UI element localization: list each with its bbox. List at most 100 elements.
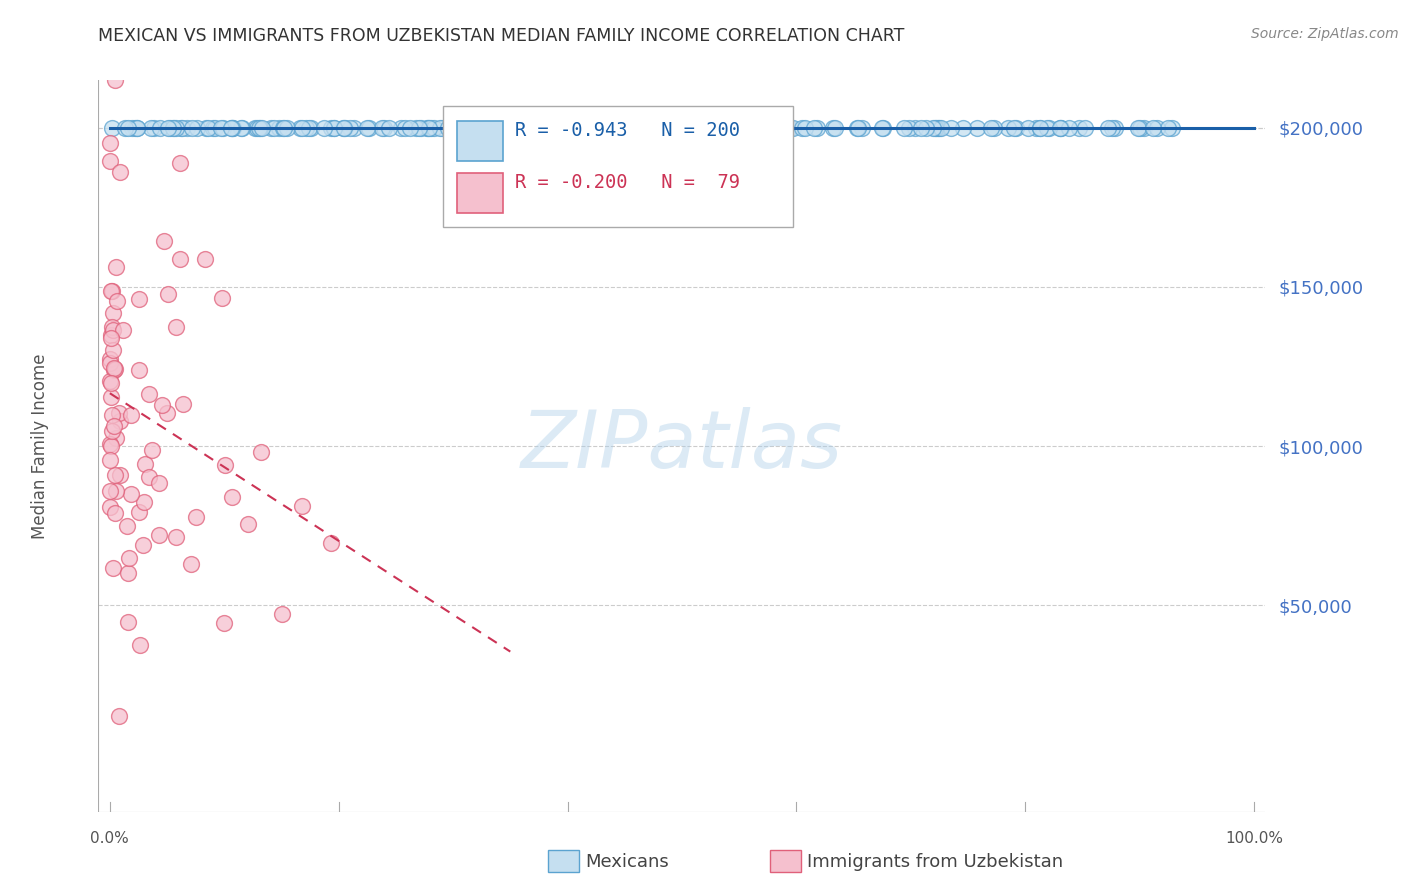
Point <box>749 120 772 135</box>
Point <box>927 120 949 135</box>
Point <box>582 120 605 135</box>
Point <box>221 120 243 135</box>
FancyBboxPatch shape <box>443 106 793 227</box>
Point <box>762 120 785 135</box>
Point <box>1025 120 1047 135</box>
Point <box>100 483 122 498</box>
Point <box>197 120 219 135</box>
Point <box>163 120 186 135</box>
Point <box>269 120 291 135</box>
Point <box>108 164 131 178</box>
Point <box>408 120 430 135</box>
Point <box>870 120 893 135</box>
Point <box>108 406 131 420</box>
Point <box>132 495 155 509</box>
Point <box>98 355 121 369</box>
Point <box>236 517 259 532</box>
Point <box>792 120 814 135</box>
Point <box>765 120 787 135</box>
Point <box>128 293 150 307</box>
Text: Median Family Income: Median Family Income <box>31 353 49 539</box>
Point <box>103 467 125 482</box>
Point <box>524 120 547 135</box>
Point <box>114 120 136 135</box>
Point <box>997 120 1019 135</box>
Point <box>429 120 451 135</box>
Point <box>512 120 534 135</box>
Point <box>749 120 772 135</box>
Point <box>169 156 191 170</box>
Point <box>103 343 125 358</box>
Point <box>657 120 679 135</box>
Point <box>249 120 271 135</box>
Point <box>104 506 127 520</box>
Point <box>472 120 495 135</box>
Text: R = -0.943   N = 200: R = -0.943 N = 200 <box>515 120 740 139</box>
Point <box>640 120 662 135</box>
Point <box>458 120 481 135</box>
Point <box>371 120 394 135</box>
Text: MEXICAN VS IMMIGRANTS FROM UZBEKISTAN MEDIAN FAMILY INCOME CORRELATION CHART: MEXICAN VS IMMIGRANTS FROM UZBEKISTAN ME… <box>98 27 905 45</box>
Point <box>671 120 693 135</box>
Point <box>100 439 122 453</box>
Point <box>103 306 125 320</box>
Point <box>273 120 295 135</box>
Point <box>150 398 173 412</box>
Point <box>127 120 149 135</box>
Point <box>105 483 128 498</box>
Point <box>356 120 378 135</box>
Point <box>98 352 121 367</box>
Point <box>1017 120 1039 135</box>
Point <box>925 120 948 135</box>
Point <box>430 120 453 135</box>
Point <box>534 120 557 135</box>
Point <box>149 120 172 135</box>
Point <box>405 120 427 135</box>
Point <box>1049 120 1071 135</box>
Point <box>290 120 312 135</box>
Point <box>101 284 124 298</box>
Point <box>1101 120 1123 135</box>
Point <box>100 376 122 390</box>
Point <box>769 120 792 135</box>
Point <box>782 120 804 135</box>
Point <box>104 362 127 376</box>
Point <box>756 120 779 135</box>
Point <box>416 120 439 135</box>
Point <box>488 120 510 135</box>
Point <box>260 120 283 135</box>
Text: Source: ZipAtlas.com: Source: ZipAtlas.com <box>1251 27 1399 41</box>
Point <box>212 120 235 135</box>
Point <box>555 120 578 135</box>
Point <box>291 499 314 513</box>
Point <box>713 120 735 135</box>
Point <box>599 120 621 135</box>
Point <box>103 363 125 377</box>
Point <box>460 120 482 135</box>
Point <box>602 120 624 135</box>
Point <box>1132 120 1154 135</box>
Point <box>418 120 440 135</box>
Point <box>152 234 174 248</box>
Point <box>211 291 233 305</box>
Point <box>104 73 127 87</box>
Point <box>479 120 502 135</box>
Point <box>699 120 721 135</box>
Point <box>186 120 208 135</box>
Point <box>157 286 180 301</box>
Point <box>409 120 432 135</box>
Point <box>100 390 122 404</box>
Point <box>585 120 607 135</box>
Point <box>104 431 127 445</box>
Point <box>101 120 124 135</box>
Point <box>457 120 479 135</box>
Point <box>1069 120 1091 135</box>
Point <box>98 500 121 514</box>
Point <box>195 120 218 135</box>
Point <box>449 120 471 135</box>
Point <box>176 120 198 135</box>
Point <box>117 120 139 135</box>
Point <box>1029 120 1052 135</box>
Point <box>851 120 873 135</box>
Point <box>683 120 706 135</box>
